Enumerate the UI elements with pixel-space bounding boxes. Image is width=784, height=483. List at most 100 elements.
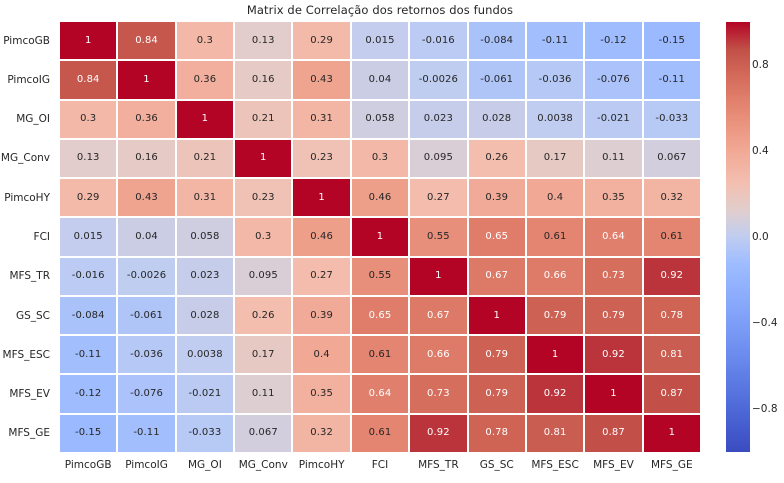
heatmap-cell-value: 0.32 <box>660 191 684 203</box>
heatmap-cell: 0.095 <box>235 257 292 295</box>
heatmap-cell-value: -0.0026 <box>126 270 167 282</box>
heatmap-cell-value: -0.033 <box>655 113 689 125</box>
heatmap-cell: -0.033 <box>176 414 234 452</box>
heatmap-cell-value: 0.39 <box>310 309 333 321</box>
heatmap-cell: 1 <box>235 139 292 178</box>
heatmap-cell-value: 0.29 <box>310 34 333 46</box>
heatmap-cell: 0.095 <box>410 139 467 178</box>
heatmap-cell-value: 0.61 <box>543 230 567 242</box>
heatmap-cell-value: 0.028 <box>482 113 512 125</box>
heatmap-cell: 0.61 <box>351 336 409 374</box>
x-axis-labels: PimcoGB PimcoIG MG_OI MG_Conv PimcoHY FCI MFS_… <box>60 454 700 476</box>
heatmap-cell-value: 0.3 <box>196 34 213 46</box>
heatmap-cell-value: 0.43 <box>310 73 333 85</box>
heatmap-cell-value: -0.12 <box>74 388 102 400</box>
heatmap-cell: 0.36 <box>176 61 234 99</box>
heatmap-cell: -0.084 <box>60 296 117 335</box>
heatmap-cell-value: 0.66 <box>427 348 450 360</box>
x-axis-tick-label: MFS_TR <box>418 459 459 471</box>
heatmap-cell: 0.64 <box>585 218 642 256</box>
heatmap-cell: 0.87 <box>643 375 700 413</box>
heatmap-cell-value: 0.26 <box>251 309 275 321</box>
heatmap-cell: 0.23 <box>235 179 292 217</box>
heatmap-cell-value: 0.23 <box>310 152 333 164</box>
heatmap-cell: 0.61 <box>526 218 584 256</box>
x-axis-tick-label: FCI <box>371 459 389 471</box>
heatmap-cell: 1 <box>643 414 700 452</box>
colorbar-tick-label: 0.0 <box>752 231 769 243</box>
y-axis-tick-label: PimcoGB <box>3 34 50 47</box>
heatmap-cell: -0.11 <box>60 336 117 374</box>
heatmap-cell-value: -0.036 <box>538 73 572 85</box>
heatmap-cell-value: 0.43 <box>135 191 158 203</box>
heatmap-cell-value: 0.87 <box>660 388 684 400</box>
heatmap-cell: -0.15 <box>60 414 117 452</box>
heatmap-cell-value: -0.016 <box>71 270 105 282</box>
colorbar-tick-label: 0.4 <box>752 145 769 157</box>
heatmap-cell: 0.058 <box>351 100 409 138</box>
x-axis-tick-label: MFS_GE <box>651 459 693 471</box>
heatmap-cell: 0.16 <box>235 61 292 99</box>
colorbar-tick-label: 0.8 <box>752 59 769 71</box>
heatmap-cell: -0.016 <box>60 257 117 295</box>
heatmap-cell: 0.16 <box>118 139 175 178</box>
heatmap-cell: 0.32 <box>293 414 350 452</box>
heatmap-cell: -0.061 <box>118 296 175 335</box>
heatmap-cell-value: 0.39 <box>485 191 509 203</box>
y-axis-tick-label: MFS_ESC <box>2 348 50 361</box>
heatmap-cell: 0.3 <box>60 100 117 138</box>
heatmap-cell-value: -0.11 <box>74 348 102 360</box>
heatmap-cell: -0.016 <box>410 22 467 60</box>
heatmap-cell-value: 0.78 <box>485 427 509 439</box>
heatmap-cell-value: 0.028 <box>190 309 220 321</box>
heatmap-cell-value: 0.81 <box>543 427 567 439</box>
heatmap-cell-value: 0.79 <box>485 388 509 400</box>
heatmap-cell-value: -0.021 <box>188 388 222 400</box>
heatmap-cell: 0.39 <box>293 296 350 335</box>
heatmap-cell: 0.4 <box>293 336 350 374</box>
y-axis-tick-label: GS_SC <box>15 309 50 322</box>
heatmap-cell-value: 0.81 <box>660 348 684 360</box>
heatmap-cell: -0.12 <box>60 375 117 413</box>
heatmap-cell-value: 0.66 <box>543 270 567 282</box>
heatmap-cell: 0.84 <box>60 61 117 99</box>
heatmap-cell: 0.4 <box>526 179 584 217</box>
heatmap-cell: 1 <box>176 100 234 138</box>
heatmap-cell: 0.84 <box>118 22 175 60</box>
heatmap-cell: 0.64 <box>351 375 409 413</box>
heatmap-cell-value: -0.15 <box>74 427 102 439</box>
heatmap-cell: 0.39 <box>468 179 525 217</box>
x-axis-tick-label: PimcoIG <box>125 459 168 471</box>
heatmap-cell: 0.65 <box>468 218 525 256</box>
heatmap-cell: 0.26 <box>235 296 292 335</box>
heatmap-cell-value: 0.058 <box>190 230 220 242</box>
heatmap-cell-value: 0.61 <box>660 230 684 242</box>
heatmap-cell: 0.028 <box>176 296 234 335</box>
x-axis-tick-label: MG_Conv <box>238 459 288 471</box>
heatmap-cell: 0.92 <box>585 336 642 374</box>
heatmap-cell: -0.0026 <box>410 61 467 99</box>
heatmap-cell-value: 0.55 <box>368 270 392 282</box>
heatmap-cell-value: 1 <box>84 34 92 46</box>
heatmap-cell-value: 0.16 <box>251 73 275 85</box>
heatmap-cell-value: 0.4 <box>313 348 330 360</box>
heatmap-cell-value: 0.64 <box>368 388 392 400</box>
heatmap-cell-value: -0.061 <box>480 73 514 85</box>
heatmap-cell: 0.29 <box>60 179 117 217</box>
heatmap-cell: 0.21 <box>235 100 292 138</box>
heatmap-cell-value: -0.11 <box>541 34 569 46</box>
heatmap-cell-value: -0.11 <box>133 427 160 439</box>
heatmap-cell-value: 0.67 <box>427 309 450 321</box>
heatmap-cell: 0.43 <box>118 179 175 217</box>
heatmap-grid: 1 0.84 0.3 0.13 0.29 0.015 -0.016 -0.084 -0.11 -0… <box>60 22 700 452</box>
heatmap-cell: -0.076 <box>118 375 175 413</box>
heatmap-cell-value: 0.35 <box>602 191 625 203</box>
heatmap-cell: 0.79 <box>468 375 525 413</box>
colorbar-tick-label: −0.4 <box>752 317 778 329</box>
heatmap-cell-value: -0.0026 <box>418 73 458 85</box>
heatmap-cell-value: 1 <box>201 113 209 125</box>
heatmap-cell: 0.058 <box>176 218 234 256</box>
heatmap-cell-value: 0.29 <box>76 191 100 203</box>
heatmap-cell-value: -0.084 <box>480 34 514 46</box>
heatmap-cell-value: 0.73 <box>602 270 625 282</box>
